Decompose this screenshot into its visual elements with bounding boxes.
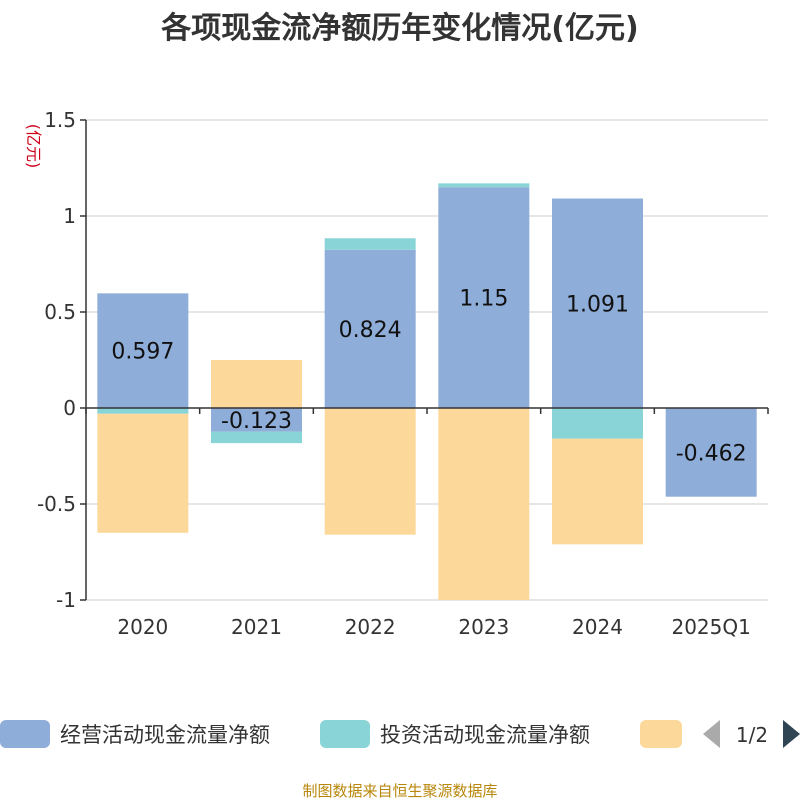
chart-title: 各项现金流净额历年变化情况(亿元) xyxy=(160,11,638,46)
x-tick-label: 2020 xyxy=(117,615,168,639)
x-tick-label: 2021 xyxy=(231,615,282,639)
legend-swatch-operating xyxy=(0,720,50,748)
data-label: -0.123 xyxy=(221,409,292,434)
legend-prev-page-icon[interactable] xyxy=(703,720,720,748)
x-tick-label: 2024 xyxy=(572,615,623,639)
legend-swatch-investing xyxy=(320,720,370,748)
y-tick-label: -0.5 xyxy=(37,492,76,516)
y-tick-label: 0 xyxy=(63,396,76,420)
bar-series-1[interactable] xyxy=(211,431,302,444)
bar-series-0[interactable] xyxy=(211,408,302,432)
y-tick-label: 0.5 xyxy=(44,300,76,324)
bar-series-0[interactable] xyxy=(552,198,643,408)
axes xyxy=(80,119,769,601)
bars xyxy=(97,183,757,600)
data-label: -0.462 xyxy=(676,441,747,466)
legend: 经营活动现金流量净额 投资活动现金流量净额 1/2 xyxy=(0,720,800,748)
y-tick-label: 1 xyxy=(63,204,76,228)
bar-series-0[interactable] xyxy=(665,408,757,497)
y-tick-label: 1.5 xyxy=(44,108,76,132)
data-labels: 0.597 -0.123 0.824 1.15 1.091 -0.462 xyxy=(111,287,746,467)
data-label: 0.824 xyxy=(339,318,402,343)
legend-label-operating[interactable]: 经营活动现金流量净额 xyxy=(60,723,270,747)
bar-series-1[interactable] xyxy=(438,183,530,188)
data-label: 0.597 xyxy=(111,340,174,365)
bar-series-1[interactable] xyxy=(552,408,643,439)
bar-series-2[interactable] xyxy=(211,360,302,408)
bar-series-0[interactable] xyxy=(97,293,189,408)
bar-series-1[interactable] xyxy=(97,408,189,414)
legend-next-page-icon[interactable] xyxy=(783,720,800,748)
source-text: 制图数据来自恒生聚源数据库 xyxy=(302,782,497,800)
x-tick-labels: 2020 2021 2022 2023 2024 2025Q1 xyxy=(117,615,750,639)
bar-series-0[interactable] xyxy=(438,187,530,408)
legend-page-indicator: 1/2 xyxy=(736,723,768,747)
bar-series-2[interactable] xyxy=(97,413,189,533)
x-tick-label: 2022 xyxy=(345,615,396,639)
x-tick-label: 2025Q1 xyxy=(671,615,750,639)
x-tick-label: 2023 xyxy=(458,615,509,639)
y-tick-labels: 1.5 1 0.5 0 -0.5 -1 xyxy=(37,108,76,612)
bar-series-2[interactable] xyxy=(438,408,530,600)
bar-series-1[interactable] xyxy=(324,238,416,250)
data-label: 1.091 xyxy=(566,292,629,317)
data-label: 1.15 xyxy=(459,287,508,312)
bar-series-0[interactable] xyxy=(324,249,416,408)
legend-swatch-financing xyxy=(640,720,682,748)
y-tick-label: -1 xyxy=(56,588,76,612)
bar-series-2[interactable] xyxy=(324,408,416,535)
unit-label: (亿元) xyxy=(24,124,43,169)
legend-label-investing[interactable]: 投资活动现金流量净额 xyxy=(380,723,590,747)
bar-series-2[interactable] xyxy=(552,438,643,545)
